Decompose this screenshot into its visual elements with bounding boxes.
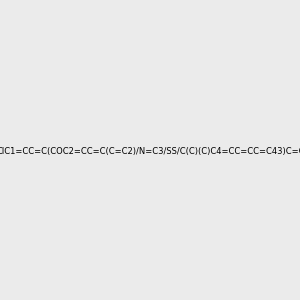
Text: ClC1=CC=C(COC2=CC=C(C=C2)/N=C3/SS/C(C)(C)C4=CC=CC=C43)C=C1: ClC1=CC=C(COC2=CC=C(C=C2)/N=C3/SS/C(C)(C… xyxy=(0,147,300,156)
